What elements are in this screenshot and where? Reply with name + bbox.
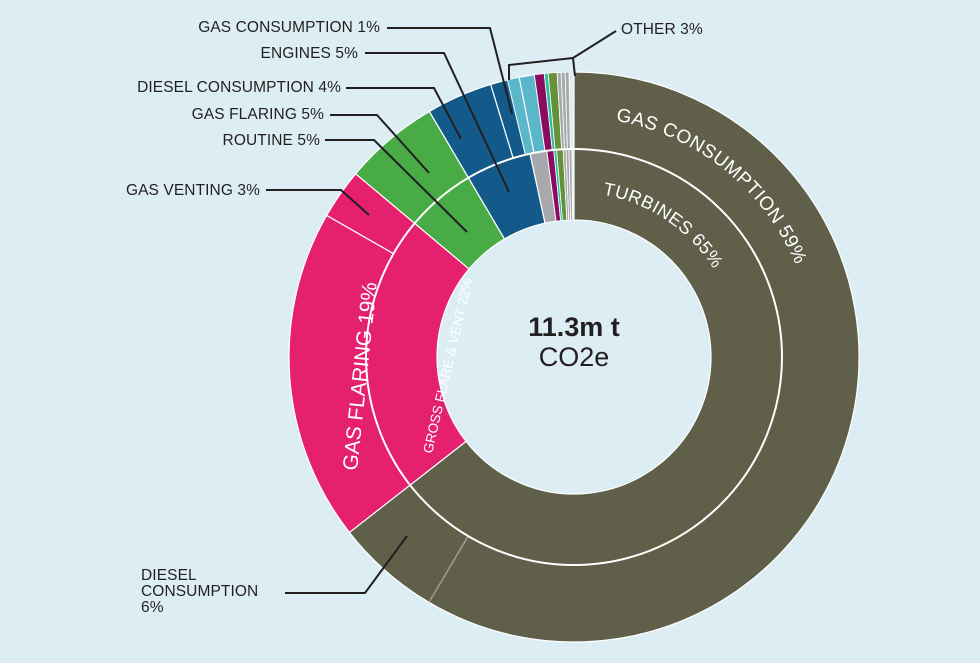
callout-diesel-consumption-4: DIESEL CONSUMPTION 4% — [137, 79, 341, 96]
callout-engines-5: ENGINES 5% — [260, 45, 358, 62]
callout-other-3: OTHER 3% — [621, 21, 703, 38]
leader-diesel-consumption-6 — [285, 535, 408, 594]
callout-gas-consumption-1: GAS CONSUMPTION 1% — [198, 19, 380, 36]
leader-gas-consumption-1 — [387, 27, 513, 115]
center-total-unit: CO2e — [538, 342, 610, 372]
leader-other-bracket — [508, 56, 576, 80]
callout-diesel-consumption-6: DIESEL CONSUMPTION 6% — [141, 568, 258, 616]
leader-routine-5 — [325, 139, 468, 233]
leader-diesel-consumption-4 — [346, 87, 462, 140]
callout-gas-flaring-5: GAS FLARING 5% — [191, 106, 324, 123]
leader-gas-flaring-5 — [330, 114, 430, 174]
callout-diesel-6-line2: CONSUMPTION — [141, 583, 259, 600]
callout-diesel-6-line1: DIESEL — [141, 567, 197, 584]
center-total-value: 11.3m t — [528, 312, 620, 342]
leader-engines-5 — [365, 52, 510, 193]
leader-lines — [266, 27, 617, 594]
ring-divider — [365, 148, 783, 566]
callout-gas-venting-3: GAS VENTING 3% — [125, 182, 260, 199]
callout-routine-5: ROUTINE 5% — [222, 132, 320, 149]
leader-other-3 — [572, 30, 617, 59]
ring-separators — [365, 148, 783, 603]
olive-slice-separator-line — [428, 535, 469, 603]
callout-diesel-6-line3: 6% — [141, 599, 164, 616]
leader-gas-venting-3 — [266, 189, 370, 216]
center-total: 11.3m t CO2e — [474, 312, 674, 372]
